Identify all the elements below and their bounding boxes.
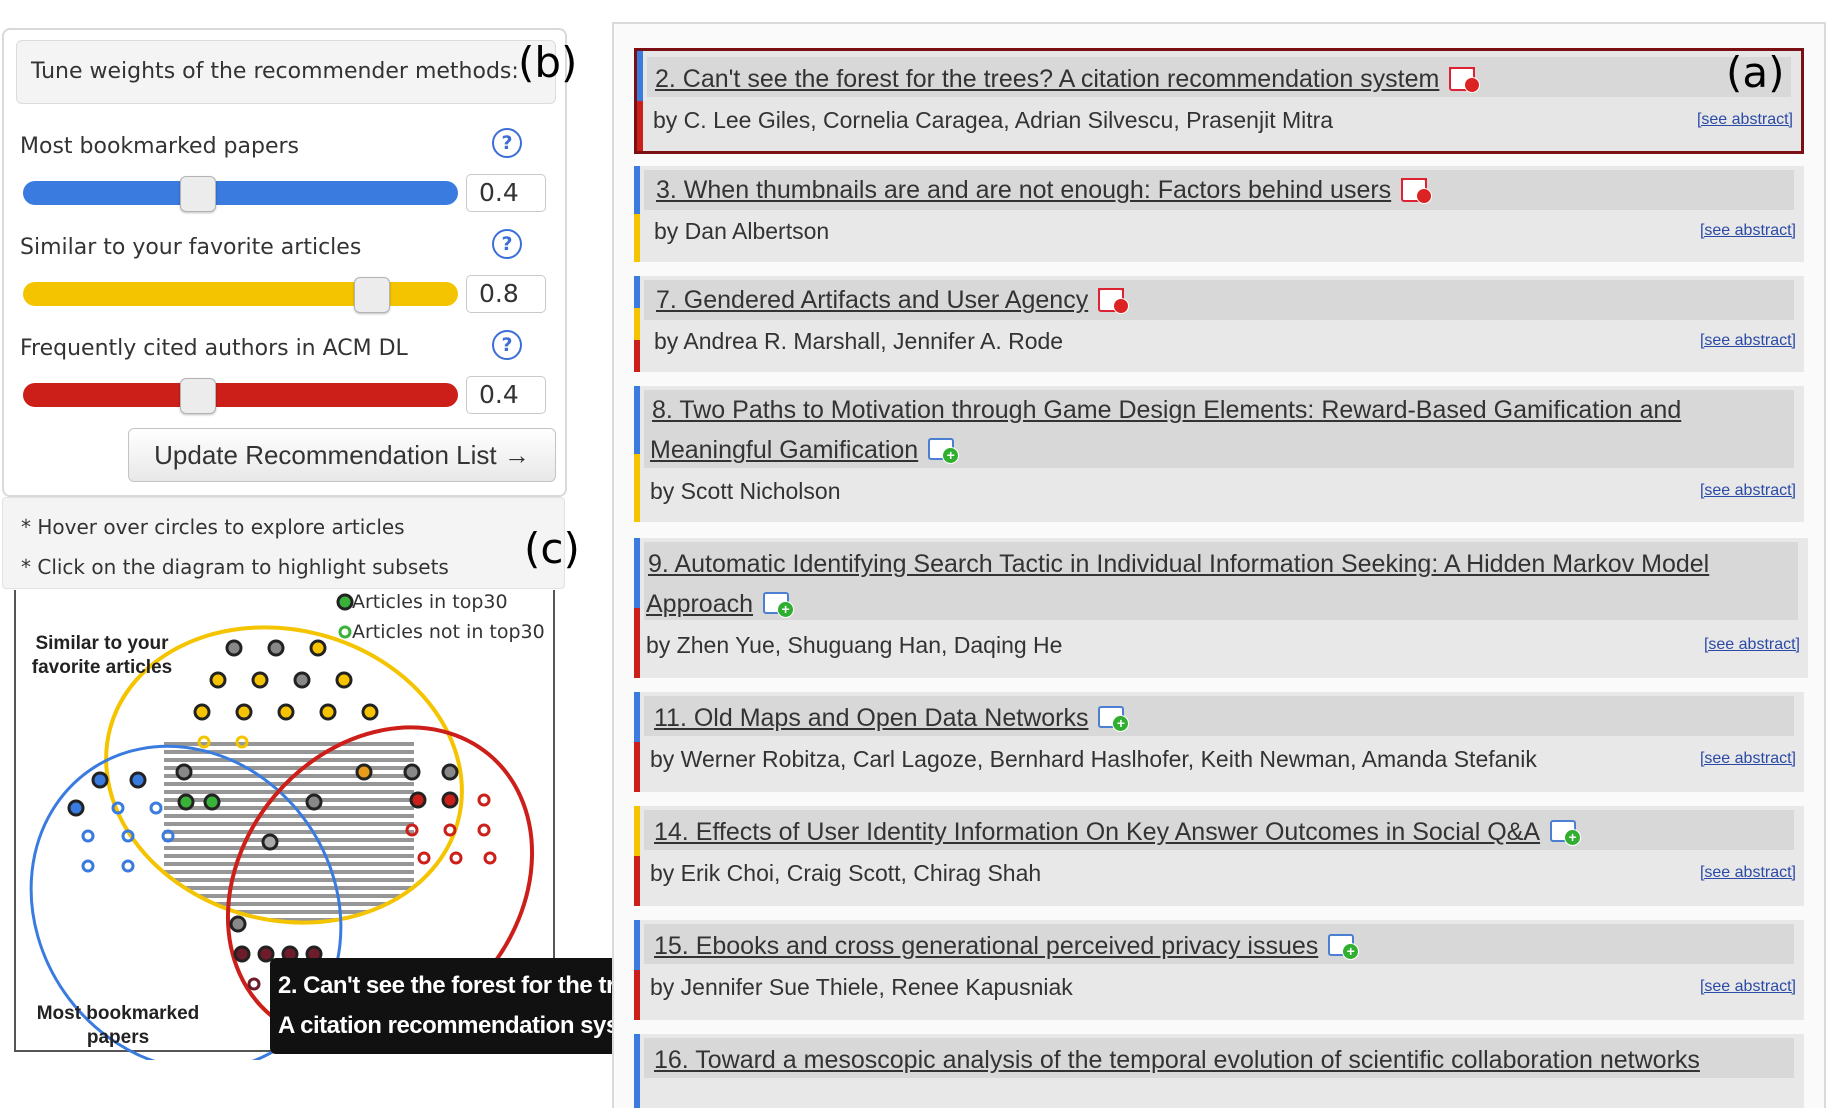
recommendation-title[interactable]: 3. When thumbnails are and are not enoug… xyxy=(656,176,1392,204)
see-abstract-link[interactable]: [see abstract] xyxy=(1699,482,1796,499)
set-label-bookmarked: Most bookmarked papers xyxy=(36,1003,200,1048)
legend-not-top: Articles not in top30 xyxy=(352,621,545,643)
add-to-list-icon[interactable]: + xyxy=(1328,932,1360,960)
recommendation-authors: by Jennifer Sue Thiele, Renee Kapusniak xyxy=(650,974,1073,1000)
recommendation-title[interactable]: 11. Old Maps and Open Data Networks xyxy=(654,704,1089,732)
panel-tag-c: (c) xyxy=(524,524,580,573)
recommendation-authors: by Erik Choi, Craig Scott, Chirag Shah xyxy=(650,860,1042,886)
recommendation-item[interactable]: 3. When thumbnails are and are not enoug… xyxy=(634,166,1804,262)
add-to-list-icon[interactable]: + xyxy=(763,590,795,618)
recommendation-title[interactable]: 9. Automatic Identifying Search Tactic i… xyxy=(648,550,1710,578)
slider-handle-similar[interactable] xyxy=(354,277,390,313)
help-icon[interactable]: ? xyxy=(492,229,522,259)
set-label-similar: Similar to your favorite articles xyxy=(31,633,173,678)
recommendation-item[interactable]: 8. Two Paths to Motivation through Game … xyxy=(634,386,1804,522)
recommendation-authors: by Dan Albertson xyxy=(654,218,830,244)
overlap-region[interactable] xyxy=(164,738,414,928)
dots-similar-top[interactable] xyxy=(193,639,379,749)
recommendation-title[interactable]: 15. Ebooks and cross generational percei… xyxy=(654,932,1319,960)
panel-tag-a: (a) xyxy=(1726,48,1785,97)
legend-not-top-marker xyxy=(338,625,352,639)
recommendation-item[interactable]: 9. Automatic Identifying Search Tactic i… xyxy=(634,538,1808,678)
slider-bookmarked[interactable] xyxy=(23,181,458,205)
see-abstract-link[interactable]: [see abstract] xyxy=(1699,750,1796,767)
recommendation-title[interactable]: 7. Gendered Artifacts and User Agency xyxy=(656,286,1089,314)
dots-bookmarked[interactable] xyxy=(67,771,175,873)
recommendation-title[interactable]: 8. Two Paths to Motivation through Game … xyxy=(652,396,1682,424)
method-label-similar: Similar to your favorite articles xyxy=(20,235,362,260)
hint-hover: * Hover over circles to explore articles xyxy=(21,515,405,539)
help-icon[interactable]: ? xyxy=(492,128,522,158)
update-recommendation-button[interactable]: Update Recommendation List → xyxy=(128,428,556,482)
recommendation-item[interactable]: 14. Effects of User Identity Information… xyxy=(634,806,1804,906)
slider-cited-authors[interactable] xyxy=(23,383,458,407)
see-abstract-link[interactable]: [see abstract] xyxy=(1696,111,1793,128)
see-abstract-link[interactable]: [see abstract] xyxy=(1699,222,1796,239)
see-abstract-link[interactable]: [see abstract] xyxy=(1699,978,1796,995)
recommendation-title-continued[interactable]: Approach xyxy=(646,590,754,618)
tuning-header: Tune weights of the recommender methods: xyxy=(16,40,556,104)
recommendation-authors: by C. Lee Giles, Cornelia Caragea, Adria… xyxy=(653,107,1334,133)
recommendation-item[interactable]: 15. Ebooks and cross generational percei… xyxy=(634,920,1804,1020)
recommendation-item[interactable]: 11. Old Maps and Open Data Networks + by … xyxy=(634,692,1804,792)
help-icon[interactable]: ? xyxy=(492,330,522,360)
set-similar-ellipse[interactable] xyxy=(73,590,496,962)
recommendation-authors: by Andrea R. Marshall, Jennifer A. Rode xyxy=(654,328,1064,354)
recommendation-authors: by Scott Nicholson xyxy=(650,478,841,504)
legend-in-top: Articles in top30 xyxy=(352,591,508,613)
weight-input-similar[interactable]: 0.8 xyxy=(466,275,546,313)
recommendation-item[interactable]: 7. Gendered Artifacts and User Agency by… xyxy=(634,276,1804,372)
hint-click: * Click on the diagram to highlight subs… xyxy=(21,555,449,579)
slider-handle-bookmarked[interactable] xyxy=(180,176,216,212)
recommendation-item[interactable]: 2. Can't see the forest for the trees? A… xyxy=(634,48,1804,154)
see-abstract-link[interactable]: [see abstract] xyxy=(1699,864,1796,881)
tuning-title: Tune weights of the recommender methods: xyxy=(31,59,519,84)
remove-from-list-icon[interactable] xyxy=(1401,176,1433,204)
slider-handle-cited-authors[interactable] xyxy=(180,378,216,414)
tuning-panel: Tune weights of the recommender methods:… xyxy=(2,28,567,497)
recommendation-title[interactable]: 2. Can't see the forest for the trees? A… xyxy=(655,65,1440,93)
recommendation-authors: by Zhen Yue, Shuguang Han, Daqing He xyxy=(646,632,1063,658)
venn-diagram[interactable] xyxy=(14,590,574,1060)
recommendation-title[interactable]: 14. Effects of User Identity Information… xyxy=(654,818,1541,846)
see-abstract-link[interactable]: [see abstract] xyxy=(1703,636,1800,653)
hint-box: * Hover over circles to explore articles… xyxy=(2,497,565,589)
slider-similar[interactable] xyxy=(23,282,458,306)
legend-in-top-marker xyxy=(336,593,354,611)
remove-from-list-icon[interactable] xyxy=(1098,286,1130,314)
recommendation-title[interactable]: 16. Toward a mesoscopic analysis of the … xyxy=(654,1046,1700,1074)
add-to-list-icon[interactable]: + xyxy=(1098,704,1130,732)
dots-overlap[interactable] xyxy=(175,763,373,991)
method-label-cited-authors: Frequently cited authors in ACM DL xyxy=(20,336,408,361)
see-abstract-link[interactable]: [see abstract] xyxy=(1699,332,1796,349)
recommendation-authors: by Werner Robitza, Carl Lagoze, Bernhard… xyxy=(650,746,1537,772)
method-label-bookmarked: Most bookmarked papers xyxy=(20,134,300,159)
recommendation-title-continued[interactable]: Meaningful Gamification xyxy=(650,436,919,464)
recommendation-item[interactable]: 16. Toward a mesoscopic analysis of the … xyxy=(634,1034,1804,1108)
panel-tag-b: (b) xyxy=(518,38,578,87)
add-to-list-icon[interactable]: + xyxy=(928,436,960,464)
weight-input-cited-authors[interactable]: 0.4 xyxy=(466,376,546,414)
dots-cited[interactable] xyxy=(403,763,497,865)
remove-from-list-icon[interactable] xyxy=(1449,65,1481,93)
add-to-list-icon[interactable]: + xyxy=(1550,818,1582,846)
weight-input-bookmarked[interactable]: 0.4 xyxy=(466,174,546,212)
